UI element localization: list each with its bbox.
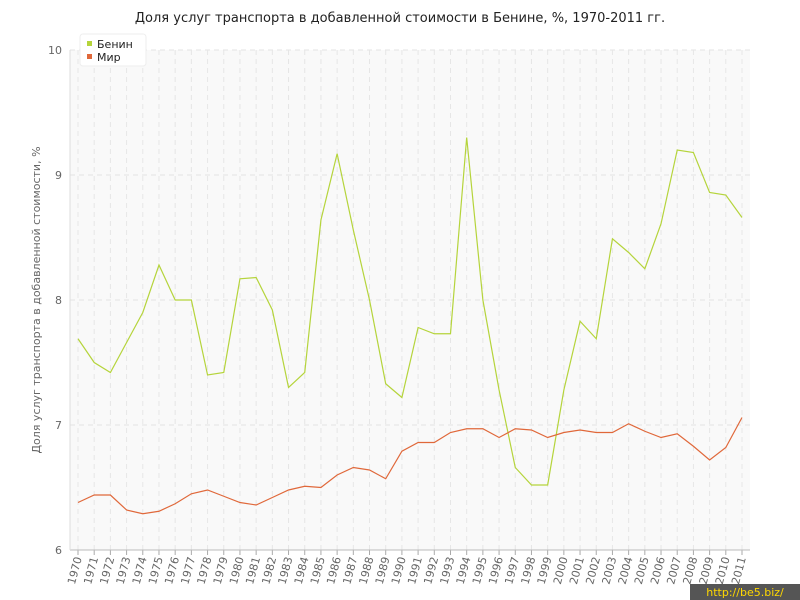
y-tick-label: 7 (55, 419, 62, 432)
legend-swatch (87, 54, 92, 59)
legend-label: Мир (97, 51, 121, 64)
watermark: http://be5.biz/ (706, 586, 784, 599)
series-line (77, 137, 743, 486)
watermark-bg (690, 584, 800, 600)
legend-label: Бенин (97, 38, 133, 51)
y-tick-label: 6 (55, 544, 62, 557)
y-tick-label: 8 (55, 294, 62, 307)
y-tick-label: 9 (55, 169, 62, 182)
legend-swatch (87, 41, 92, 46)
legend-box (79, 33, 147, 67)
chart-title: Доля услуг транспорта в добавленной стои… (135, 11, 665, 26)
series-line (77, 417, 743, 515)
y-axis-label: Доля услуг транспорта в добавленной стои… (30, 146, 43, 453)
y-tick-label: 10 (48, 44, 62, 57)
